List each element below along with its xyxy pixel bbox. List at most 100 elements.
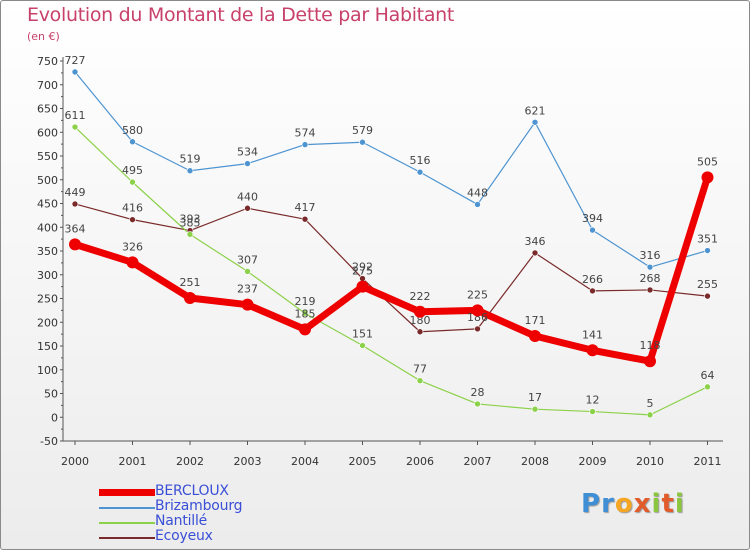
data-point-nantille <box>531 405 539 413</box>
y-tick-label: 200 <box>37 316 58 329</box>
legend-swatch <box>99 489 155 496</box>
data-label-nantille: 17 <box>528 391 542 404</box>
data-point-brizambourg <box>129 138 136 146</box>
data-point-bercloux <box>586 344 599 357</box>
x-tick-label: 2005 <box>349 455 377 468</box>
data-label-ecoyeux: 180 <box>410 314 431 327</box>
y-tick-label: 50 <box>44 388 58 401</box>
data-label-bercloux: 326 <box>122 240 143 253</box>
data-label-brizambourg: 534 <box>237 146 258 159</box>
data-point-bercloux <box>241 298 254 311</box>
data-point-nantille <box>704 383 711 391</box>
data-label-brizambourg: 727 <box>65 54 86 67</box>
data-point-bercloux <box>69 238 81 251</box>
legend-item-ecoyeux: Ecoyeux <box>99 528 319 545</box>
data-point-nantille <box>589 408 596 415</box>
x-tick-label: 2001 <box>119 455 147 468</box>
chart-title: Evolution du Montant de la Dette par Hab… <box>27 4 455 26</box>
data-point-bercloux <box>126 256 139 269</box>
data-point-brizambourg <box>71 68 79 76</box>
x-tick-label: 2004 <box>291 455 319 468</box>
data-label-nantille: 151 <box>352 328 373 341</box>
data-point-nantille <box>244 268 251 275</box>
x-tick-label: 2008 <box>521 455 549 468</box>
data-label-nantille: 5 <box>647 397 654 410</box>
data-point-ecoyeux <box>704 292 711 300</box>
data-point-ecoyeux <box>474 325 481 333</box>
y-tick-label: 600 <box>37 126 58 139</box>
data-label-nantille: 495 <box>122 164 143 177</box>
legend-item-bercloux: BERCLOUX <box>99 483 319 500</box>
data-point-bercloux <box>299 323 311 336</box>
proxiti-logo: Proxiti <box>581 489 685 519</box>
data-point-ecoyeux <box>301 215 309 223</box>
data-point-bercloux <box>529 330 541 343</box>
data-label-ecoyeux: 268 <box>640 272 661 285</box>
data-point-brizambourg <box>474 201 481 208</box>
data-label-brizambourg: 394 <box>582 212 603 225</box>
data-point-nantille <box>646 411 654 419</box>
unit-label: (en €) <box>27 30 60 43</box>
data-point-brizambourg <box>244 160 251 167</box>
data-label-bercloux: 141 <box>582 328 603 341</box>
data-label-nantille: 611 <box>65 109 86 122</box>
legend-swatch <box>99 522 155 524</box>
x-tick-label: 2009 <box>579 455 607 468</box>
y-tick-label: 0 <box>51 411 58 424</box>
data-label-nantille: 12 <box>586 394 600 407</box>
data-label-bercloux: 237 <box>237 283 258 296</box>
series-line-nantille <box>74 126 709 416</box>
data-point-ecoyeux <box>244 204 251 212</box>
data-label-bercloux: 118 <box>640 339 661 352</box>
x-tick-label: 2007 <box>464 455 492 468</box>
data-point-nantille <box>71 123 79 131</box>
data-label-brizambourg: 516 <box>410 154 431 167</box>
y-tick-label: 500 <box>37 174 58 187</box>
data-label-nantille: 219 <box>295 295 316 308</box>
x-tick-label: 2000 <box>61 455 89 468</box>
data-label-brizambourg: 580 <box>122 124 143 137</box>
legend-label: Nantillé <box>155 513 208 529</box>
y-tick-label: 400 <box>37 221 58 234</box>
data-label-bercloux: 364 <box>65 222 86 235</box>
data-label-brizambourg: 448 <box>467 186 488 199</box>
series-line-ecoyeux <box>74 203 709 333</box>
x-tick-label: 2006 <box>406 455 434 468</box>
data-point-nantille <box>129 178 136 186</box>
data-label-nantille: 77 <box>413 363 427 376</box>
data-label-nantille: 64 <box>701 369 715 382</box>
data-label-brizambourg: 519 <box>180 153 201 166</box>
data-point-nantille <box>359 342 366 349</box>
legend-item-nantille: Nantillé <box>99 513 319 530</box>
y-tick-label: 700 <box>37 79 58 92</box>
legend-label: Ecoyeux <box>155 528 213 544</box>
y-tick-label: -50 <box>40 435 58 448</box>
x-tick-label: 2003 <box>234 455 262 468</box>
data-point-brizambourg <box>531 118 539 126</box>
legend: BERCLOUX Brizambourg Nantillé Ecoyeux <box>99 483 319 545</box>
data-label-ecoyeux: 292 <box>352 261 373 274</box>
data-point-brizambourg <box>416 168 424 176</box>
legend-label: Brizambourg <box>155 498 243 514</box>
legend-swatch <box>99 507 155 509</box>
data-point-bercloux <box>644 355 656 368</box>
data-label-ecoyeux: 346 <box>525 235 546 248</box>
y-tick-label: 350 <box>37 245 58 258</box>
y-tick-label: 250 <box>37 293 58 306</box>
data-point-brizambourg <box>186 167 194 175</box>
data-point-brizambourg <box>301 141 309 148</box>
data-point-ecoyeux <box>71 200 79 208</box>
data-point-bercloux <box>184 292 196 305</box>
data-point-brizambourg <box>704 247 711 254</box>
data-point-ecoyeux <box>416 328 424 336</box>
data-label-brizambourg: 351 <box>697 233 718 246</box>
series-line-brizambourg <box>74 71 709 268</box>
data-label-bercloux: 225 <box>467 288 488 301</box>
data-label-brizambourg: 579 <box>352 124 373 137</box>
data-label-bercloux: 185 <box>295 307 316 320</box>
data-label-nantille: 307 <box>237 253 258 266</box>
y-tick-label: 100 <box>37 364 58 377</box>
legend-label: BERCLOUX <box>155 483 229 499</box>
data-point-nantille <box>474 400 481 408</box>
